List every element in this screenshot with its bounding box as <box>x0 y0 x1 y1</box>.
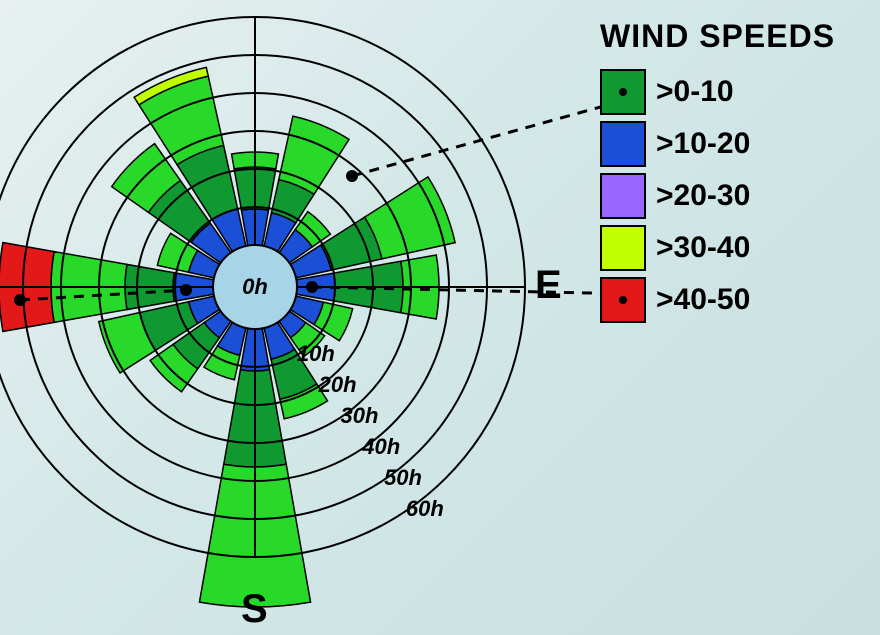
wind-rose-chart: WIND SPEEDS >0-10 >10-20 >20-30 >30-40 >40-5… <box>0 0 880 635</box>
ring-label: 50h <box>384 465 422 491</box>
ring-label: 0h <box>242 274 268 300</box>
legend-label: >40-50 <box>656 283 750 317</box>
ring-label: 40h <box>362 434 400 460</box>
legend-title: WIND SPEEDS <box>600 18 860 55</box>
legend-swatch <box>600 69 646 115</box>
ring-label: 10h <box>297 341 335 367</box>
legend-label: >10-20 <box>656 127 750 161</box>
ring-label: 60h <box>406 496 444 522</box>
legend-item: >0-10 <box>600 69 860 115</box>
spoke-segment <box>365 177 455 259</box>
legend-item: >40-50 <box>600 277 860 323</box>
legend-swatch <box>600 225 646 271</box>
callout-dot <box>346 170 358 182</box>
legend-item: >10-20 <box>600 121 860 167</box>
ring-label: 30h <box>340 403 378 429</box>
compass-south-label: S <box>241 587 268 632</box>
legend-item: >30-40 <box>600 225 860 271</box>
legend-label: >20-30 <box>656 179 750 213</box>
swatch-dot-icon <box>619 88 627 96</box>
legend-swatch <box>600 173 646 219</box>
compass-east-label: E <box>535 263 562 308</box>
callout-dot <box>14 294 26 306</box>
legend-label: >0-10 <box>656 75 734 109</box>
swatch-dot-icon <box>619 296 627 304</box>
legend-items: >0-10 >10-20 >20-30 >30-40 >40-50 <box>600 69 860 323</box>
legend-label: >30-40 <box>656 231 750 265</box>
callout-dot <box>306 281 318 293</box>
legend-swatch <box>600 121 646 167</box>
legend-swatch <box>600 277 646 323</box>
legend-item: >20-30 <box>600 173 860 219</box>
legend: WIND SPEEDS >0-10 >10-20 >20-30 >30-40 >40-5… <box>600 18 860 329</box>
callout-dot <box>180 284 192 296</box>
ring-label: 20h <box>319 372 357 398</box>
